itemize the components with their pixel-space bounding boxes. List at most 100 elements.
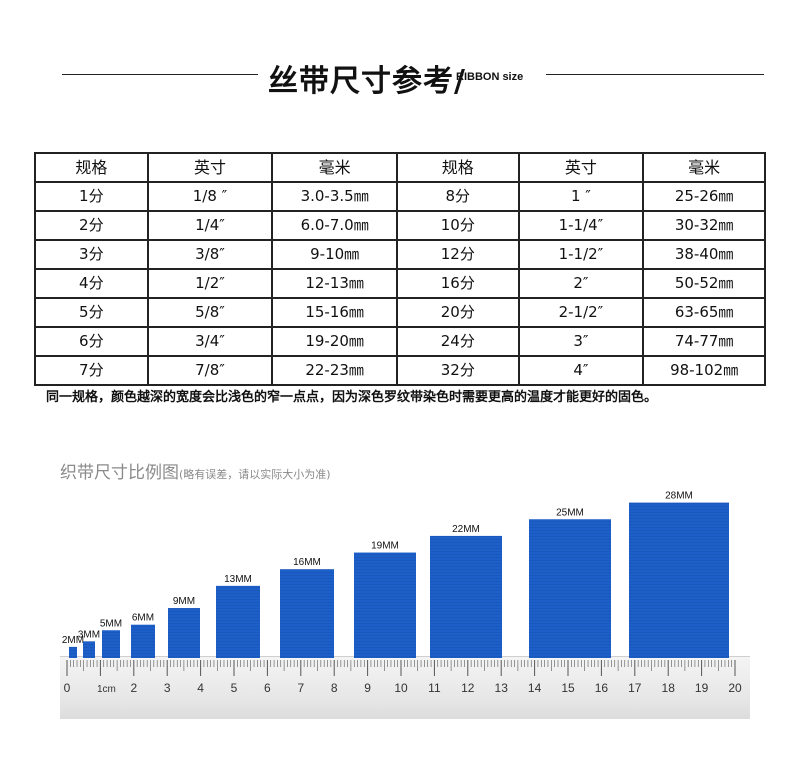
ribbon-bar-16mm (280, 569, 334, 658)
table-cell: 12-13㎜ (271, 268, 398, 299)
bar-label: 16MM (293, 557, 321, 568)
ruler-label: 0 (64, 681, 71, 695)
table-cell: 1-1/2″ (517, 239, 645, 270)
table-header-row: 规格 英寸 毫米 规格 英寸 毫米 (34, 152, 766, 183)
table-cell: 98-102㎜ (642, 355, 766, 386)
bar-label: 3MM (78, 629, 100, 640)
ruler-label: 15 (561, 681, 575, 695)
table-row: 5分 5/8″ 15-16㎜ 20分 2-1/2″ 63-65㎜ (34, 297, 766, 328)
table-header-cell: 规格 (395, 152, 520, 183)
panel-title: 织带尺寸比例图(略有误差，请以实际大小为准) (60, 458, 331, 483)
table-row: 1分 1/8 ″ 3.0-3.5㎜ 8分 1 ″ 25-26㎜ (34, 181, 766, 212)
bar-label: 28MM (665, 491, 693, 502)
table-cell: 3″ (517, 326, 645, 357)
ruler-label: 4 (197, 681, 204, 695)
color-width-note: 同一规格，颜色越深的宽度会比浅色的窄一点点，因为深色罗纹带染色时需要更高的温度才… (46, 390, 658, 405)
ruler-label: 14 (528, 681, 542, 695)
bar-label: 6MM (132, 613, 154, 624)
table-cell: 38-40㎜ (642, 239, 766, 270)
ruler-label: 7 (297, 681, 304, 695)
table-cell: 5分 (34, 297, 149, 328)
ruler-label: 2 (130, 681, 137, 695)
table-cell: 12分 (395, 239, 520, 270)
table-row: 3分 3/8″ 9-10㎜ 12分 1-1/2″ 38-40㎜ (34, 239, 766, 270)
table-cell: 6.0-7.0㎜ (271, 210, 398, 241)
table-cell: 5/8″ (146, 297, 274, 328)
ribbon-bar-13mm (216, 585, 260, 658)
page-title: 丝带尺寸参考/ (268, 64, 466, 99)
table-cell: 3分 (34, 239, 149, 270)
ruler-label: 20 (728, 681, 742, 695)
table-cell: 24分 (395, 326, 520, 357)
table-cell: 2分 (34, 210, 149, 241)
table-cell: 6分 (34, 326, 149, 357)
table-row: 2分 1/4″ 6.0-7.0㎜ 10分 1-1/4″ 30-32㎜ (34, 210, 766, 241)
table-cell: 50-52㎜ (642, 268, 766, 299)
ruler-label: 13 (495, 681, 509, 695)
table-cell: 2-1/2″ (517, 297, 645, 328)
table-cell: 10分 (395, 210, 520, 241)
table-header-cell: 英寸 (146, 152, 274, 183)
table-cell: 7分 (34, 355, 149, 386)
table-cell: 3/8″ (146, 239, 274, 270)
ribbon-bar-28mm (629, 502, 729, 658)
table-cell: 7/8″ (146, 355, 274, 386)
ruler-label: 10 (394, 681, 408, 695)
page-header: 丝带尺寸参考/ RIBBON size (0, 52, 800, 99)
bar-label: 5MM (100, 618, 122, 629)
ruler-label: 9 (364, 681, 371, 695)
bar-label: 2MM (62, 635, 84, 646)
table-cell: 30-32㎜ (642, 210, 766, 241)
table-header-cell: 毫米 (642, 152, 766, 183)
ribbon-bar-25mm (529, 519, 611, 658)
bar-label: 22MM (452, 524, 480, 535)
table-cell: 16分 (395, 268, 520, 299)
table-cell: 2″ (517, 268, 645, 299)
ruler-label: 12 (461, 681, 475, 695)
table-cell: 19-20㎜ (271, 326, 398, 357)
table-row: 4分 1/2″ 12-13㎜ 16分 2″ 50-52㎜ (34, 268, 766, 299)
ruler-label: 8 (331, 681, 338, 695)
table-cell: 8分 (395, 181, 520, 212)
ribbon-bar-9mm (168, 608, 200, 658)
table-cell: 3/4″ (146, 326, 274, 357)
ribbon-bar-19mm (354, 552, 416, 658)
table-cell: 1/2″ (146, 268, 274, 299)
table-cell: 15-16㎜ (271, 297, 398, 328)
table-cell: 1-1/4″ (517, 210, 645, 241)
table-cell: 9-10㎜ (271, 239, 398, 270)
ruler-label: 3 (164, 681, 171, 695)
table-row: 6分 3/4″ 19-20㎜ 24分 3″ 74-77㎜ (34, 326, 766, 357)
bar-label: 19MM (371, 541, 399, 552)
table-cell: 22-23㎜ (271, 355, 398, 386)
ribbon-bar-22mm (430, 535, 502, 658)
ribbon-bar-3mm (83, 641, 95, 658)
table-cell: 1分 (34, 181, 149, 212)
ruler-label: 6 (264, 681, 271, 695)
ruler-label: 17 (628, 681, 642, 695)
bar-label: 9MM (173, 596, 195, 607)
table-header-cell: 毫米 (271, 152, 398, 183)
table-header-cell: 英寸 (517, 152, 645, 183)
header-rule-left (62, 74, 258, 75)
table-header-cell: 规格 (34, 152, 149, 183)
bar-label: 25MM (556, 507, 584, 518)
table-cell: 1 ″ (517, 181, 645, 212)
bar-label: 13MM (224, 574, 252, 585)
table-row: 7分 7/8″ 22-23㎜ 32分 4″ 98-102㎜ (34, 355, 766, 386)
ruler-label: 18 (662, 681, 676, 695)
ruler-label: 1cm (97, 684, 116, 695)
ruler-label: 11 (428, 681, 441, 695)
table-cell: 1/4″ (146, 210, 274, 241)
table-cell: 25-26㎜ (642, 181, 766, 212)
ruler-label: 16 (595, 681, 609, 695)
table-cell: 4″ (517, 355, 645, 386)
table-cell: 3.0-3.5㎜ (271, 181, 398, 212)
table-cell: 63-65㎜ (642, 297, 766, 328)
ribbon-bar-2mm (69, 646, 77, 658)
table-cell: 20分 (395, 297, 520, 328)
ribbon-size-table: 规格 英寸 毫米 规格 英寸 毫米 1分 1/8 ″ 3.0-3.5㎜ 8分 1 ″ 25-26㎜ 2分… (34, 152, 766, 386)
ruler-label: 19 (695, 681, 709, 695)
panel-title-note: (略有误差，请以实际大小为准) (179, 468, 331, 481)
